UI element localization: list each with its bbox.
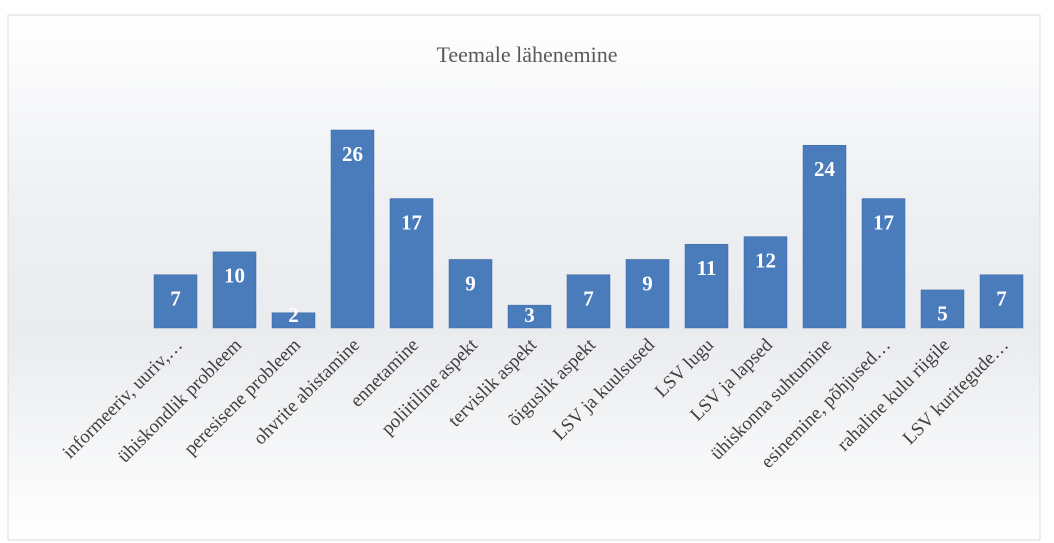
data-label: 7 [170, 287, 181, 311]
data-label: 11 [697, 256, 717, 280]
bar [743, 236, 788, 329]
data-label: 5 [937, 302, 948, 326]
bar [684, 243, 729, 329]
bar [271, 312, 316, 329]
data-label: 10 [224, 264, 245, 288]
bar [920, 289, 965, 329]
bar [802, 144, 847, 329]
chart-title: Teemale lähenemine [436, 42, 617, 67]
data-label: 2 [288, 303, 299, 327]
bar [153, 274, 198, 329]
data-label: 3 [524, 303, 535, 327]
bar [330, 129, 375, 329]
bar [212, 251, 257, 329]
data-label: 26 [342, 142, 363, 166]
data-label: 9 [465, 271, 476, 295]
data-label: 9 [642, 271, 653, 295]
bar [979, 274, 1024, 329]
bar [448, 259, 493, 329]
data-label: 7 [996, 287, 1007, 311]
data-label: 12 [755, 248, 776, 272]
bar [861, 198, 906, 329]
bar [507, 304, 552, 329]
data-label: 7 [583, 287, 594, 311]
data-label: 17 [401, 210, 422, 234]
bar [389, 198, 434, 329]
bar [566, 274, 611, 329]
data-label: 17 [873, 210, 894, 234]
data-label: 24 [814, 157, 836, 181]
bar [625, 259, 670, 329]
